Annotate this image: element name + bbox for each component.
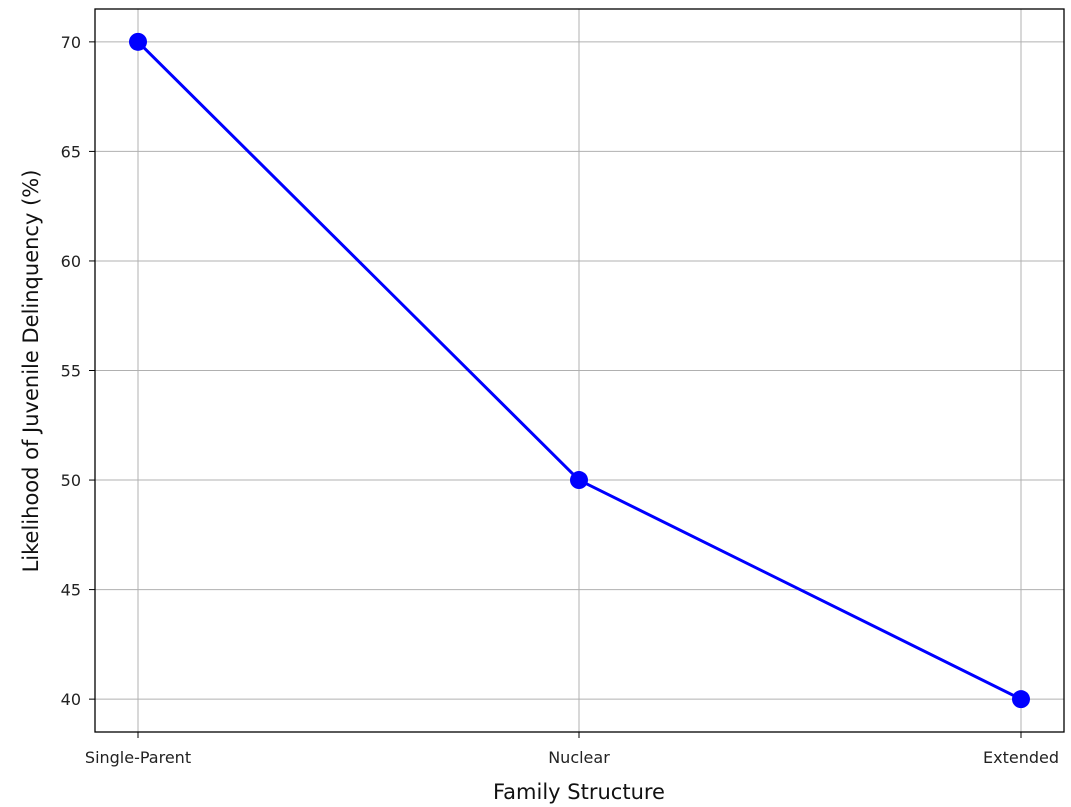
- x-axis-label: Family Structure: [493, 780, 665, 804]
- y-tick-label: 40: [61, 690, 81, 709]
- y-tick-label: 45: [61, 581, 81, 600]
- y-tick-label: 50: [61, 471, 81, 490]
- tick-layer: Single-Parent Nuclear Extended 40 45 50 55 60 65…: [61, 33, 1059, 767]
- y-tick-label: 60: [61, 252, 81, 271]
- data-point-marker: [1012, 690, 1030, 709]
- grid-layer: [95, 9, 1064, 732]
- y-tick-label: 70: [61, 33, 81, 52]
- y-tick-label: 65: [61, 142, 81, 161]
- x-tick-label: Extended: [983, 748, 1059, 767]
- series-layer: [129, 32, 1030, 709]
- data-point-marker: [129, 32, 147, 51]
- data-point-marker: [570, 471, 588, 490]
- x-tick-label: Single-Parent: [85, 748, 191, 767]
- y-axis-label: Likelihood of Juvenile Delinquency (%): [19, 170, 43, 573]
- y-tick-label: 55: [61, 362, 81, 381]
- x-tick-label: Nuclear: [548, 748, 610, 767]
